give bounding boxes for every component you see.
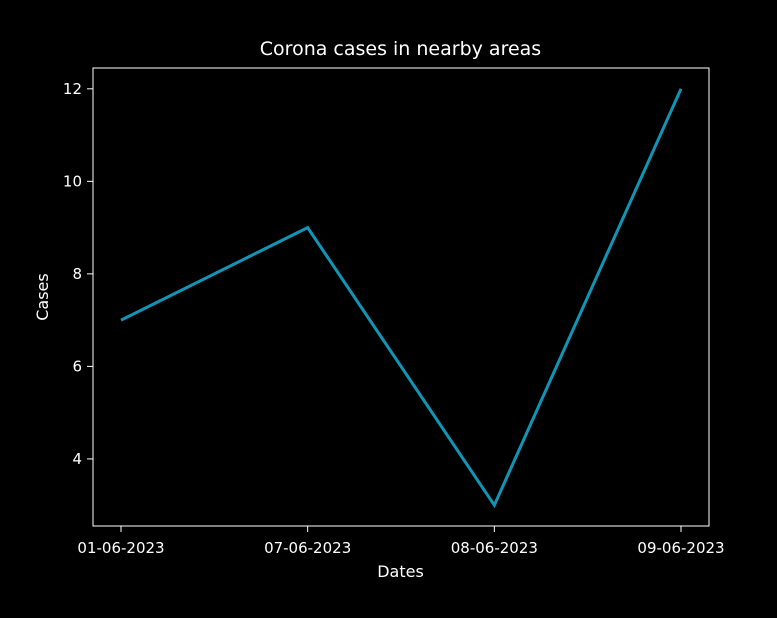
plot-area: 01-06-2023 07-06-2023 08-06-2023 09-06-2023… — [63, 67, 725, 557]
y-tick-label: 8 — [72, 265, 82, 283]
y-tick-label: 6 — [72, 357, 82, 375]
x-axis-ticks: 01-06-2023 07-06-2023 08-06-2023 09-06-2023 — [77, 526, 725, 557]
x-axis-label: Dates — [377, 562, 424, 581]
x-tick-label: 01-06-2023 — [77, 539, 164, 557]
series-line — [120, 88, 683, 509]
x-tick-label: 09-06-2023 — [637, 539, 724, 557]
y-tick-label: 12 — [63, 80, 82, 98]
y-axis-label: Cases — [33, 273, 52, 321]
y-tick-label: 4 — [72, 450, 82, 468]
plot-frame — [92, 67, 710, 527]
x-tick-label: 08-06-2023 — [451, 539, 538, 557]
x-tick-label: 07-06-2023 — [264, 539, 351, 557]
y-tick-label: 10 — [63, 172, 82, 190]
chart-title: Corona cases in nearby areas — [260, 38, 541, 60]
y-axis-ticks: 4 6 8 10 12 — [63, 80, 93, 468]
